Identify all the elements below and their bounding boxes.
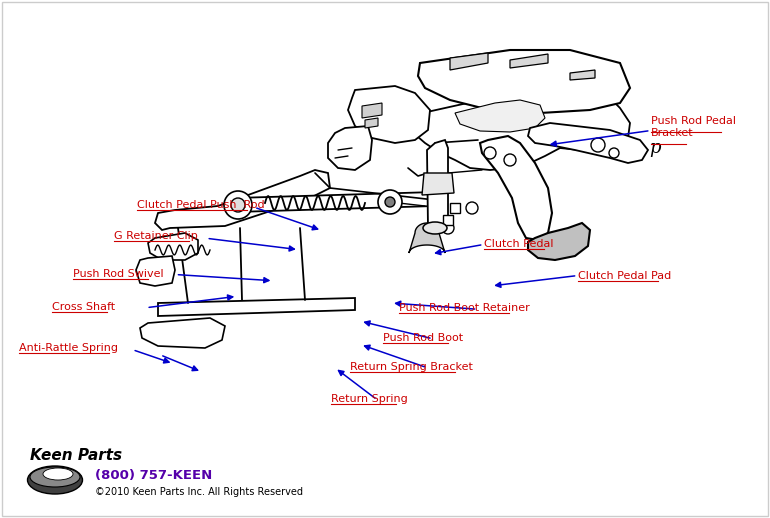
Circle shape [504,154,516,166]
Polygon shape [328,126,372,170]
Polygon shape [480,136,552,240]
Text: ©2010 Keen Parts Inc. All Rights Reserved: ©2010 Keen Parts Inc. All Rights Reserve… [95,487,303,497]
Ellipse shape [43,468,73,480]
Polygon shape [235,192,435,212]
Circle shape [378,190,402,214]
Text: p: p [649,139,661,157]
Ellipse shape [423,222,447,234]
Circle shape [231,198,245,212]
Polygon shape [422,173,454,195]
Polygon shape [450,53,488,70]
Text: Cross Shaft: Cross Shaft [52,301,116,312]
Text: Clutch Pedal: Clutch Pedal [484,239,553,250]
Text: Keen Parts: Keen Parts [30,449,122,464]
Circle shape [484,147,496,159]
Polygon shape [570,70,595,80]
Circle shape [442,222,454,234]
Text: Clutch Pedal Pad: Clutch Pedal Pad [578,270,671,281]
Ellipse shape [28,466,82,494]
Text: Push Rod Boot Retainer: Push Rod Boot Retainer [399,303,530,313]
Polygon shape [400,80,630,170]
Circle shape [466,202,478,214]
Polygon shape [348,86,430,143]
Polygon shape [148,233,198,260]
Polygon shape [418,50,630,113]
Polygon shape [155,170,330,230]
Text: Push Rod Boot: Push Rod Boot [383,333,464,343]
Polygon shape [365,118,378,128]
Text: (800) 757-KEEN: (800) 757-KEEN [95,469,213,482]
Text: Return Spring Bracket: Return Spring Bracket [350,362,474,372]
Polygon shape [450,203,460,213]
Polygon shape [140,318,225,348]
Polygon shape [528,223,590,260]
Text: Anti-Rattle Spring: Anti-Rattle Spring [19,343,119,353]
Text: Clutch Pedal Push  Rod: Clutch Pedal Push Rod [137,199,265,210]
Circle shape [385,197,395,207]
Polygon shape [427,140,448,233]
Polygon shape [443,215,453,225]
Polygon shape [362,103,382,118]
Polygon shape [136,256,175,286]
Text: Push Rod Swivel: Push Rod Swivel [73,268,164,279]
Text: Return Spring: Return Spring [331,394,408,404]
Circle shape [591,138,605,152]
Text: Push Rod Pedal
Bracket: Push Rod Pedal Bracket [651,116,735,138]
Text: G Retainer Clip: G Retainer Clip [114,231,198,241]
Ellipse shape [30,467,80,487]
Polygon shape [528,123,648,163]
Polygon shape [510,54,548,68]
Polygon shape [158,298,355,316]
Polygon shape [409,223,445,253]
Polygon shape [455,100,545,132]
Circle shape [609,148,619,158]
Circle shape [224,191,252,219]
